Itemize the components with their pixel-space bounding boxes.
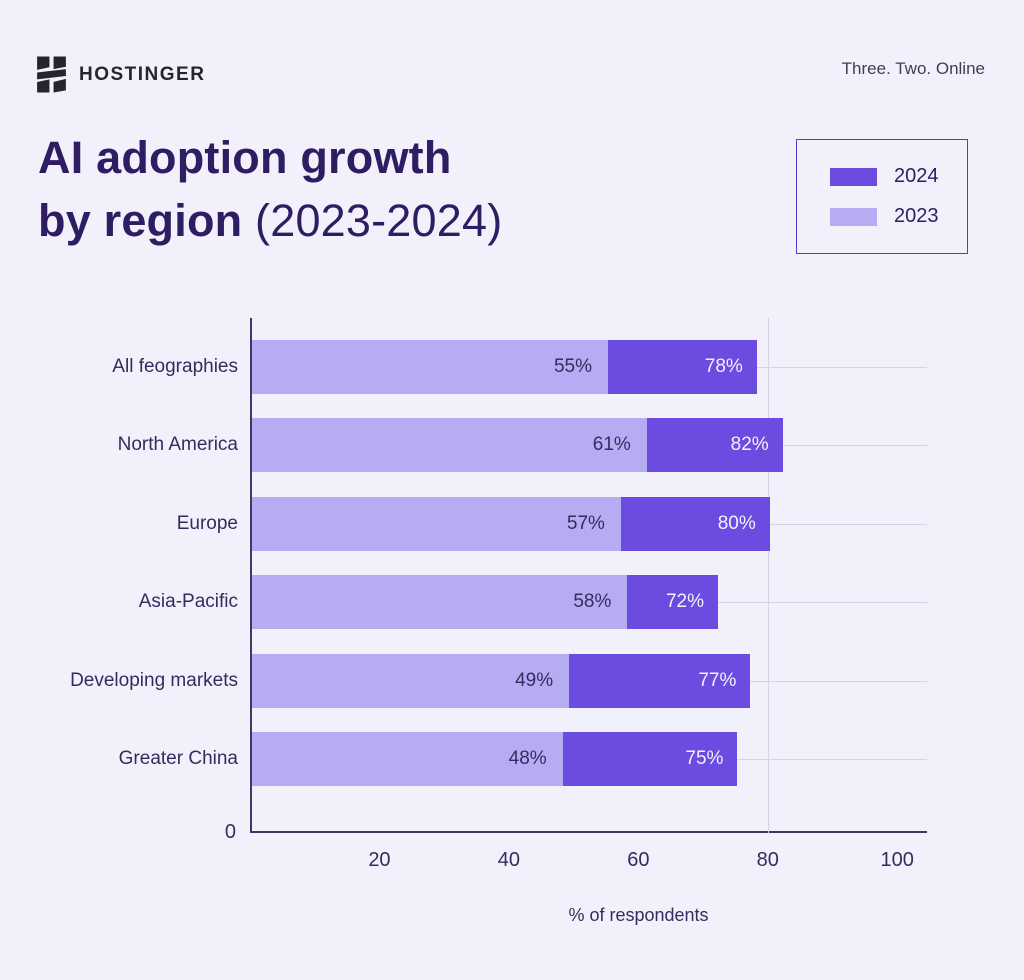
value-label-2024-0: 78% (704, 356, 743, 377)
legend-swatch-2023 (830, 207, 877, 226)
bar-2023-1 (252, 418, 647, 473)
brand-tagline: Three. Two. Online (841, 59, 985, 78)
bar-2023-3 (252, 575, 628, 630)
legend-item-2024: 2024 (830, 165, 967, 188)
x-tick-20: 20 (368, 849, 391, 871)
legend-label-2023: 2023 (894, 205, 939, 227)
chart-title-line2-regular: (2023-2024) (255, 195, 503, 246)
vertical-gridline-80 (767, 318, 769, 833)
value-label-2024-1: 82% (730, 434, 769, 456)
plot-axes (250, 318, 927, 833)
value-label-2023-0: 55% (553, 356, 592, 377)
bar-2024-1 (646, 418, 783, 473)
legend: 2024 2023 (796, 139, 968, 254)
chart-title-line2-bold: by region (38, 195, 256, 246)
category-label-5: Greater China (118, 748, 238, 769)
hostinger-logo-icon (37, 56, 66, 93)
value-label-2023-4: 49% (515, 669, 554, 691)
chart-title-line1: AI adoption growth (38, 132, 452, 183)
bar-2024-2 (620, 496, 770, 551)
value-label-2024-5: 75% (685, 748, 724, 769)
value-label-2023-3: 58% (573, 591, 612, 613)
category-label-1: North America (117, 434, 238, 456)
category-label-4: Developing markets (70, 669, 238, 691)
x-tick-80: 80 (756, 849, 779, 871)
bar-2023-2 (252, 496, 621, 551)
legend-item-2023: 2023 (830, 205, 967, 228)
x-tick-60: 60 (627, 849, 650, 871)
value-label-2024-2: 80% (717, 512, 756, 534)
legend-swatch-2024 (830, 167, 877, 186)
chart-title: AI adoption growth by region (2023-2024) (38, 126, 502, 252)
category-label-3: Asia-Pacific (138, 591, 238, 613)
brand-name: HOSTINGER (79, 63, 206, 85)
bar-2024-4 (569, 653, 751, 708)
value-label-2024-4: 77% (698, 669, 737, 691)
bar-2023-5 (252, 732, 563, 786)
category-label-0: All feographies (112, 356, 238, 377)
x-tick-100: 100 (880, 849, 914, 871)
bar-2023-0 (252, 340, 608, 394)
bar-2024-3 (627, 575, 718, 630)
value-label-2023-1: 61% (592, 434, 631, 456)
brand: HOSTINGER (36, 56, 205, 93)
value-label-2023-2: 57% (566, 512, 605, 534)
category-label-2: Europe (176, 512, 238, 534)
value-label-2024-3: 72% (665, 591, 704, 613)
bar-2024-0 (607, 340, 757, 394)
legend-label-2024: 2024 (894, 165, 939, 187)
x-axis-title: % of respondents (568, 905, 709, 925)
value-label-2023-5: 48% (508, 748, 547, 769)
bar-2023-4 (252, 653, 570, 708)
bar-2024-5 (562, 732, 738, 786)
x-tick-40: 40 (497, 849, 521, 871)
x-origin-label: 0 (224, 821, 236, 843)
